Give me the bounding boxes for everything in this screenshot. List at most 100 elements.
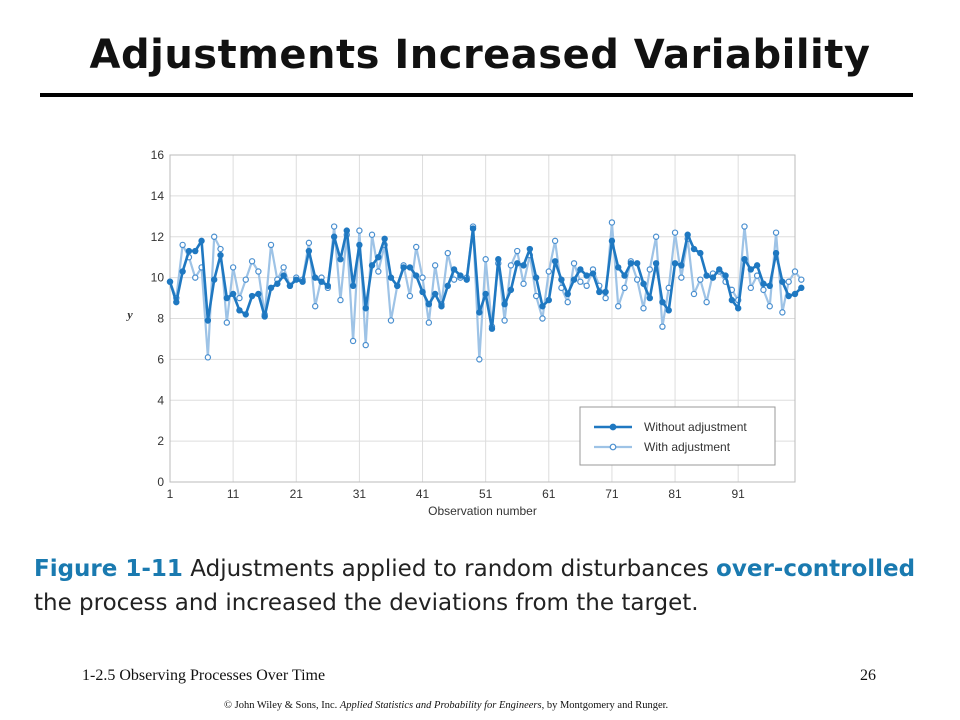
data-point-without-adjustment [185,247,193,255]
data-point-without-adjustment [330,233,338,240]
x-tick-label: 61 [542,487,556,501]
data-point-without-adjustment [627,260,635,267]
data-point-with-adjustment [368,231,376,238]
data-point-with-adjustment [312,303,319,310]
data-point-with-adjustment [520,280,527,287]
data-point-with-adjustment [697,276,704,283]
data-point-without-adjustment [444,282,451,289]
data-point-without-adjustment [652,260,660,267]
data-point-without-adjustment [570,276,578,283]
data-point-with-adjustment [362,341,369,349]
data-point-without-adjustment [779,278,786,285]
data-point-with-adjustment [413,243,420,251]
data-point-without-adjustment [255,290,262,298]
data-point-without-adjustment [665,307,672,314]
data-point-without-adjustment [766,282,773,289]
legend-marker-with-adjustment [609,443,617,451]
data-point-with-adjustment [179,241,186,249]
data-point-with-adjustment [640,305,647,312]
data-point-without-adjustment [659,298,666,306]
data-point-with-adjustment [204,354,212,361]
data-point-with-adjustment [564,298,571,306]
data-point-without-adjustment [413,272,420,279]
data-point-with-adjustment [741,223,748,230]
data-point-with-adjustment [406,292,414,300]
data-point-without-adjustment [476,309,483,316]
data-point-with-adjustment [305,239,313,247]
data-point-with-adjustment [476,356,483,363]
data-point-without-adjustment [267,284,275,292]
chart-legend: Without adjustment With adjustment [579,406,776,466]
data-point-with-adjustment [217,245,224,253]
data-point-with-adjustment [608,219,616,226]
y-tick-label: 16 [151,148,165,162]
data-point-without-adjustment [734,305,742,312]
data-point-without-adjustment [671,260,679,267]
data-point-without-adjustment [274,280,281,287]
data-point-without-adjustment [514,260,521,267]
data-point-with-adjustment [425,319,433,326]
data-point-with-adjustment [248,258,256,265]
data-point-without-adjustment [179,268,186,275]
x-tick-label: 91 [732,487,746,501]
x-tick-label: 71 [605,487,619,501]
data-point-without-adjustment [356,241,363,249]
data-point-without-adjustment [431,290,439,298]
data-point-without-adjustment [709,274,717,281]
y-tick-label: 10 [151,271,165,285]
data-point-without-adjustment [507,286,515,294]
data-point-with-adjustment [242,276,249,283]
data-point-without-adjustment [387,274,395,281]
copyright-book: Applied Statistics and Probability for E… [339,700,542,711]
caption-text-before: Adjustments applied to random disturbanc… [190,556,717,582]
data-point-with-adjustment [583,282,590,289]
caption-text-after: the process and increased the deviations… [34,590,699,616]
data-point-with-adjustment [229,264,237,271]
data-point-with-adjustment [779,309,786,316]
data-point-without-adjustment [520,262,527,269]
x-tick-label: 11 [227,487,240,501]
data-point-without-adjustment [229,290,237,298]
data-point-with-adjustment [545,268,552,275]
data-point-without-adjustment [615,264,622,271]
y-tick-label: 2 [157,434,164,448]
data-point-without-adjustment [633,260,641,267]
data-point-without-adjustment [324,282,332,289]
data-point-with-adjustment [419,274,426,281]
data-point-with-adjustment [615,303,622,310]
data-point-without-adjustment [375,253,382,261]
data-point-with-adjustment [602,294,609,302]
data-point-without-adjustment [596,288,603,296]
y-tick-label: 0 [157,475,164,489]
line-chart: 0 2 4 6 8 10 12 14 16 1 11 21 31 41 51 61 71 81 91 y Obser… [120,145,810,530]
data-point-without-adjustment [697,249,704,257]
data-point-without-adjustment [539,303,546,310]
data-point-with-adjustment [671,229,679,236]
copyright-notice: © John Wiley & Sons, Inc. Applied Statis… [224,700,668,711]
data-point-with-adjustment [280,264,287,271]
data-point-without-adjustment [362,305,369,312]
figure-label: Figure 1-11 [34,556,183,582]
data-point-without-adjustment [602,288,609,296]
data-point-without-adjustment [204,317,212,324]
data-point-without-adjustment [293,276,300,283]
data-point-without-adjustment [400,264,407,271]
data-point-without-adjustment [798,284,805,292]
copyright-suffix: , by Montgomery and Runger. [541,700,669,711]
data-point-without-adjustment [312,274,319,281]
data-point-without-adjustment [406,264,414,271]
data-point-without-adjustment [577,266,584,273]
data-point-without-adjustment [703,272,710,279]
caption-highlight: over-controlled [716,556,916,582]
data-point-without-adjustment [425,300,433,308]
data-point-with-adjustment [356,227,363,234]
data-point-without-adjustment [741,256,748,263]
data-point-with-adjustment [659,323,666,330]
data-point-without-adjustment [343,227,350,234]
data-point-with-adjustment [678,274,685,281]
y-tick-label: 6 [157,352,164,366]
legend-marker-without-adjustment [609,423,617,431]
data-point-with-adjustment [387,317,395,324]
data-point-with-adjustment [236,294,243,302]
data-point-with-adjustment [539,315,546,322]
